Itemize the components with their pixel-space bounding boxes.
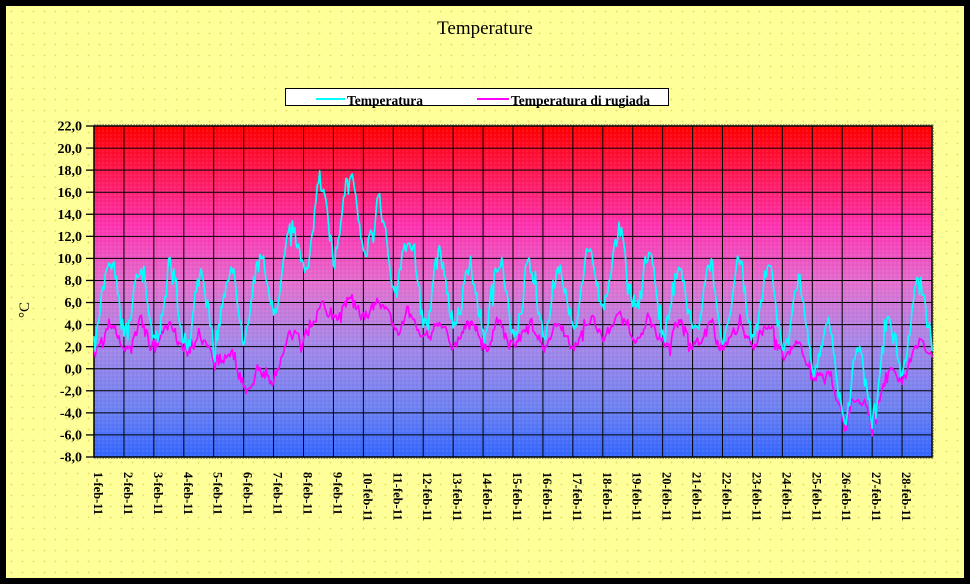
svg-text:4-feb-11: 4-feb-11	[181, 472, 195, 515]
svg-text:-6,0: -6,0	[60, 429, 82, 444]
svg-text:6,0: 6,0	[65, 296, 83, 311]
svg-text:2,0: 2,0	[65, 340, 83, 355]
svg-text:14-feb-11: 14-feb-11	[480, 472, 494, 521]
svg-text:10,0: 10,0	[58, 252, 83, 267]
svg-text:-2,0: -2,0	[60, 385, 82, 400]
svg-text:15-feb-11: 15-feb-11	[510, 472, 524, 521]
svg-text:9-feb-11: 9-feb-11	[330, 472, 344, 515]
svg-text:24-feb-11: 24-feb-11	[779, 472, 793, 521]
svg-text:26-feb-11: 26-feb-11	[839, 472, 853, 521]
svg-text:12,0: 12,0	[58, 230, 83, 245]
svg-text:18,0: 18,0	[58, 164, 83, 179]
svg-text:17-feb-11: 17-feb-11	[570, 472, 584, 521]
svg-text:16-feb-11: 16-feb-11	[540, 472, 554, 521]
svg-text:22-feb-11: 22-feb-11	[720, 472, 734, 521]
svg-text:10-feb-11: 10-feb-11	[360, 472, 374, 521]
svg-text:12-feb-11: 12-feb-11	[420, 472, 434, 521]
svg-text:21-feb-11: 21-feb-11	[690, 472, 704, 521]
svg-text:19-feb-11: 19-feb-11	[630, 472, 644, 521]
svg-text:6-feb-11: 6-feb-11	[241, 472, 255, 515]
svg-text:3-feb-11: 3-feb-11	[151, 472, 165, 515]
svg-text:28-feb-11: 28-feb-11	[899, 472, 913, 521]
svg-text:8,0: 8,0	[65, 274, 83, 289]
svg-text:-8,0: -8,0	[60, 451, 82, 466]
svg-text:0,0: 0,0	[65, 362, 83, 377]
svg-text:11-feb-11: 11-feb-11	[390, 472, 404, 521]
svg-text:14,0: 14,0	[58, 208, 83, 223]
svg-text:5-feb-11: 5-feb-11	[211, 472, 225, 515]
svg-text:-4,0: -4,0	[60, 407, 82, 422]
svg-text:23-feb-11: 23-feb-11	[749, 472, 763, 521]
svg-text:1-feb-11: 1-feb-11	[91, 472, 105, 515]
svg-text:13-feb-11: 13-feb-11	[450, 472, 464, 521]
svg-text:16,0: 16,0	[58, 186, 83, 201]
svg-text:2-feb-11: 2-feb-11	[121, 472, 135, 515]
svg-text:4,0: 4,0	[65, 318, 83, 333]
svg-text:8-feb-11: 8-feb-11	[301, 472, 315, 515]
svg-text:18-feb-11: 18-feb-11	[600, 472, 614, 521]
svg-text:25-feb-11: 25-feb-11	[809, 472, 823, 521]
svg-text:7-feb-11: 7-feb-11	[271, 472, 285, 515]
svg-text:22,0: 22,0	[58, 120, 83, 135]
svg-text:20-feb-11: 20-feb-11	[660, 472, 674, 521]
svg-text:27-feb-11: 27-feb-11	[869, 472, 883, 521]
svg-text:20,0: 20,0	[58, 142, 83, 157]
